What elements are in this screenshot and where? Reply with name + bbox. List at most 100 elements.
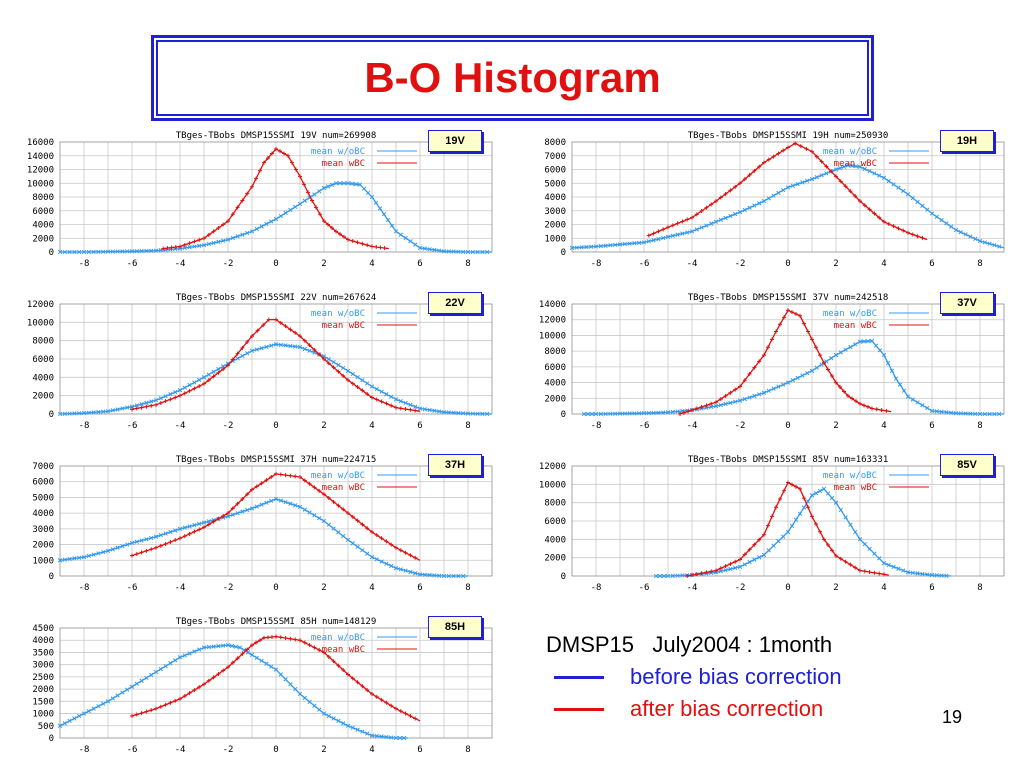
data-point-without-bc (216, 239, 221, 244)
data-point-with-bc (738, 557, 742, 562)
data-point-with-bc (838, 385, 842, 390)
data-point-without-bc (617, 411, 623, 416)
data-point-with-bc (274, 634, 278, 639)
x-tick-label: 8 (465, 583, 470, 593)
data-point-without-bc (129, 249, 135, 254)
y-tick-label: 3500 (32, 648, 54, 658)
x-tick-label: 4 (369, 745, 374, 755)
data-point-without-bc (853, 164, 859, 169)
data-point-without-bc (584, 244, 589, 250)
data-point-without-bc (297, 691, 303, 697)
x-tick-label: 4 (881, 583, 886, 593)
data-point-with-bc (250, 334, 254, 339)
data-point-without-bc (341, 181, 347, 186)
data-point-with-bc (240, 651, 245, 656)
data-point-with-bc (314, 205, 318, 210)
data-point-with-bc (786, 308, 790, 313)
data-point-with-bc (714, 400, 718, 405)
data-point-without-bc (273, 342, 279, 347)
data-point-without-bc (451, 249, 456, 254)
data-point-without-bc (427, 247, 432, 252)
data-point-without-bc (432, 247, 437, 253)
data-point-without-bc (934, 573, 939, 578)
data-point-without-bc (312, 192, 317, 197)
data-point-without-bc (862, 166, 867, 172)
data-point-with-bc (790, 310, 794, 315)
x-tick-label: -6 (127, 583, 138, 593)
data-point-without-bc (973, 411, 978, 416)
data-point-with-bc (192, 529, 197, 534)
data-point-with-bc (757, 359, 762, 364)
data-point-with-bc (245, 492, 250, 497)
data-point-without-bc (862, 541, 867, 547)
data-point-without-bc (149, 399, 154, 404)
data-point-without-bc (680, 573, 685, 578)
data-point-without-bc (153, 398, 159, 403)
data-point-without-bc (865, 339, 871, 344)
y-tick-label: 7000 (32, 462, 54, 472)
data-point-with-bc (718, 397, 723, 402)
data-point-with-bc (685, 574, 690, 578)
data-point-with-bc (245, 647, 250, 652)
data-point-with-bc (182, 534, 187, 539)
data-point-without-bc (785, 185, 791, 190)
data-point-without-bc (77, 555, 82, 560)
x-tick-label: -6 (639, 421, 650, 431)
data-point-with-bc (374, 694, 379, 699)
data-point-with-bc (336, 369, 341, 374)
data-point-without-bc (432, 573, 437, 578)
data-point-without-bc (389, 563, 394, 569)
data-point-without-bc (125, 687, 130, 692)
data-point-without-bc (398, 232, 403, 237)
data-point-with-bc (723, 564, 728, 569)
data-point-without-bc (838, 507, 843, 513)
x-tick-label: -8 (79, 583, 90, 593)
y-tick-label: 6000 (32, 478, 54, 488)
data-point-without-bc (221, 238, 226, 243)
data-point-without-bc (389, 735, 394, 740)
x-tick-label: -2 (223, 745, 234, 755)
data-point-without-bc (413, 571, 418, 576)
data-point-with-bc (810, 149, 814, 154)
data-point-with-bc (307, 481, 312, 486)
data-point-with-bc (161, 246, 166, 251)
data-point-with-bc (403, 407, 408, 412)
x-tick-label: 6 (417, 421, 422, 431)
x-tick-label: 4 (881, 421, 886, 431)
data-point-without-bc (57, 411, 63, 417)
data-point-without-bc (139, 678, 144, 683)
x-tick-label: 0 (785, 421, 790, 431)
data-point-with-bc (226, 665, 230, 670)
data-point-with-bc (178, 536, 182, 541)
data-point-without-bc (723, 215, 728, 221)
data-point-without-bc (603, 411, 608, 416)
data-point-with-bc (318, 212, 322, 217)
data-point-without-bc (254, 504, 259, 509)
y-tick-label: 3000 (32, 525, 54, 535)
data-point-with-bc (843, 184, 848, 189)
data-point-without-bc (838, 350, 843, 355)
data-point-without-bc (96, 551, 101, 556)
data-point-without-bc (398, 567, 403, 572)
data-point-without-bc (646, 410, 651, 416)
data-point-without-bc (422, 407, 427, 412)
data-point-without-bc (485, 249, 490, 255)
data-point-without-bc (264, 500, 269, 505)
data-point-with-bc (786, 145, 790, 150)
data-point-without-bc (641, 411, 647, 416)
data-point-without-bc (456, 573, 461, 579)
data-point-with-bc (259, 481, 264, 486)
data-point-with-bc (317, 648, 322, 652)
data-point-with-bc (384, 700, 389, 705)
data-point-without-bc (144, 537, 149, 542)
data-point-without-bc (437, 573, 442, 578)
data-point-with-bc (882, 219, 886, 224)
legend-label-without-bc: mean w/oBC (311, 147, 365, 157)
data-point-with-bc (341, 507, 346, 512)
data-point-with-bc (165, 246, 170, 251)
data-point-with-bc (798, 144, 803, 149)
data-point-with-bc (360, 684, 365, 689)
data-point-without-bc (968, 234, 973, 239)
data-point-without-bc (456, 410, 461, 416)
data-point-without-bc (992, 411, 997, 417)
